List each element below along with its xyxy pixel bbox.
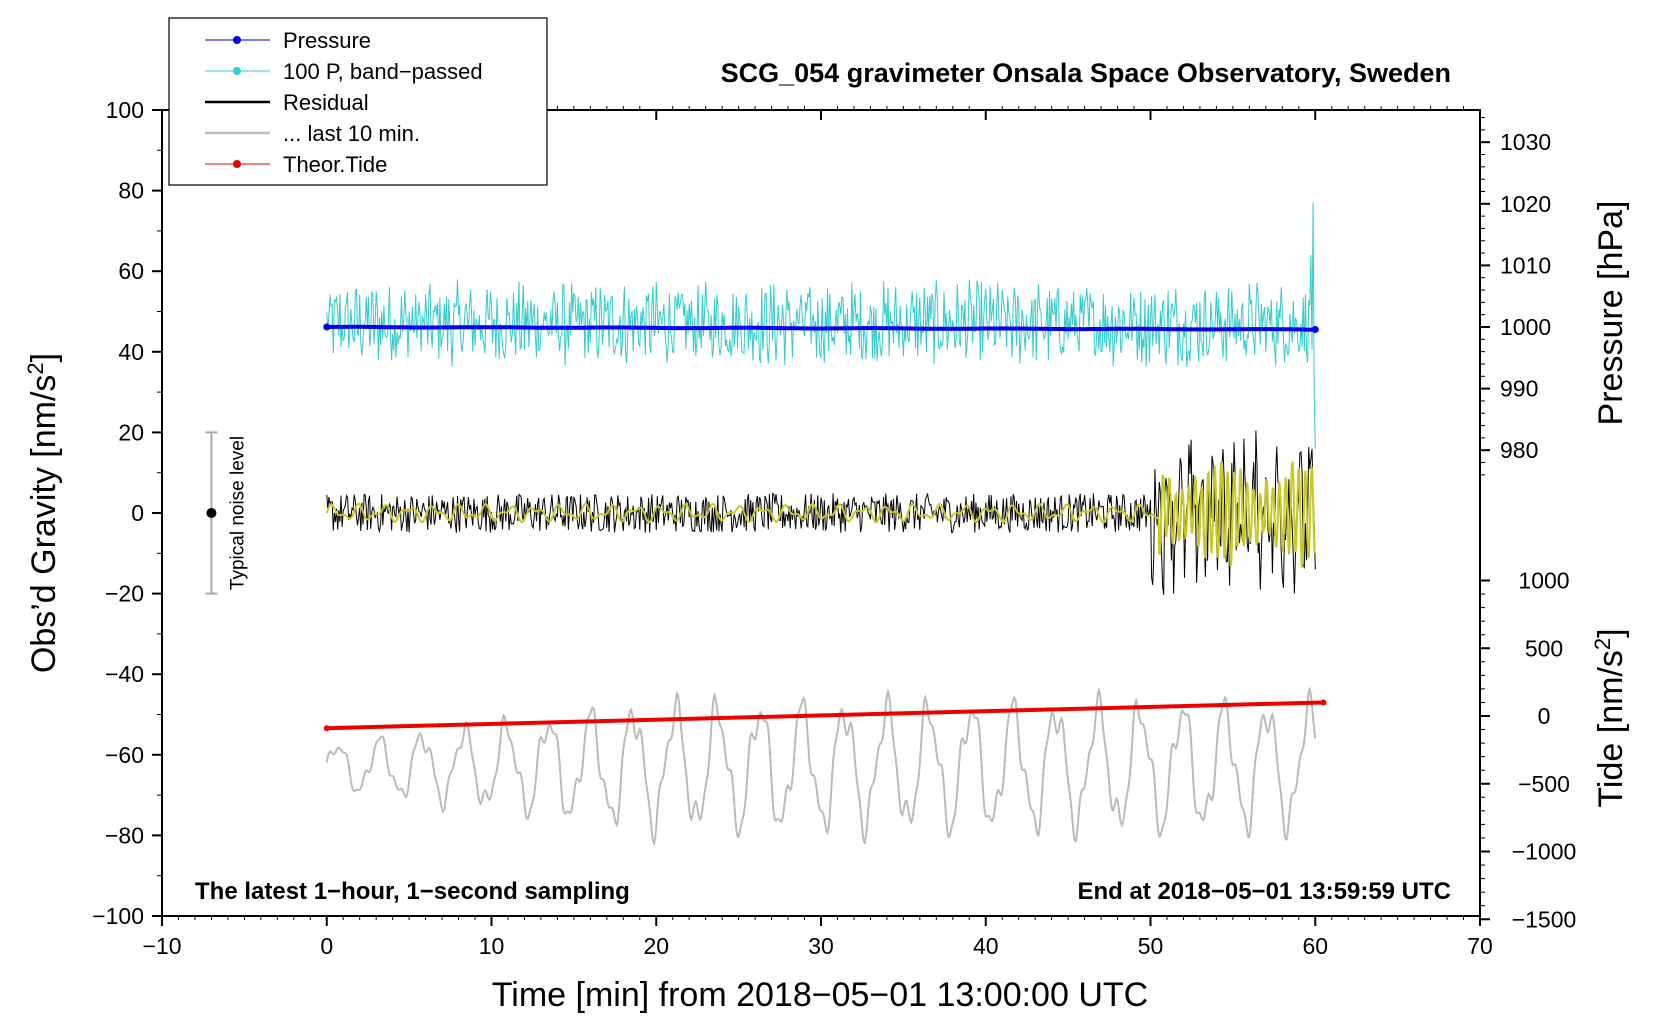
y-axis-pressure: 1030 1020 1010 1000 990 980	[1480, 117, 1551, 476]
series-filtered-line	[325, 460, 1317, 568]
x-tick-label: 60	[1302, 933, 1328, 959]
y-left-tick-label: 80	[118, 178, 144, 204]
y-tide-title-main: Tide [nm/s	[1592, 650, 1630, 807]
legend-label: Residual	[283, 90, 369, 115]
y-tide-tick-label: 1000	[1518, 568, 1569, 594]
y-axis-left: 100 80 60 40 20 0 −20 −40 −60 −80 −100	[92, 97, 162, 929]
chart-title: SCG_054 gravimeter Onsala Space Observat…	[721, 58, 1451, 88]
pressure-start-marker	[323, 323, 331, 331]
y-pressure-tick-label: 980	[1500, 437, 1538, 463]
x-tick-label: 50	[1138, 933, 1164, 959]
y-left-tick-label: −60	[105, 742, 144, 768]
y-pressure-tick-label: 990	[1500, 376, 1538, 402]
x-tick-label: 20	[643, 933, 669, 959]
legend-entries: Pressure 100 P, band−passed Residual ... la…	[205, 28, 483, 177]
y-left-tick-label: 40	[118, 339, 144, 365]
legend-swatch-marker	[233, 67, 241, 75]
y-left-title-sup: 2	[23, 362, 48, 374]
noise-dot	[206, 508, 217, 518]
y-tide-tick-label: −500	[1518, 771, 1570, 797]
x-tick-label: 70	[1467, 933, 1493, 959]
y-left-tick-label: 60	[118, 258, 144, 284]
y-tide-title-end: ]	[1592, 628, 1630, 637]
x-tick-label: 10	[479, 933, 505, 959]
y-tide-tick-label: 500	[1525, 635, 1563, 661]
series-last10-line	[325, 686, 1317, 847]
y-axis-left-title: Obs’d Gravity [nm/s2]	[23, 353, 63, 673]
series-residual-line	[326, 430, 1316, 595]
y-left-tick-label: −100	[92, 903, 144, 929]
y-tide-tick-label: 0	[1538, 703, 1551, 729]
y-tide-title-sup: 2	[1590, 638, 1615, 650]
y-axis-tide-title: Tide [nm/s2]	[1590, 628, 1630, 807]
y-left-tick-label: −20	[105, 581, 144, 607]
x-tick-label: 0	[320, 933, 333, 959]
y-pressure-tick-label: 1020	[1500, 191, 1551, 217]
annotation-end-time: End at 2018−05−01 13:59:59 UTC	[1077, 878, 1451, 905]
series-bandpassed-line	[326, 202, 1316, 449]
plot-area	[323, 202, 1327, 847]
x-axis-title: Time [min] from 2018−05−01 13:00:00 UTC	[492, 976, 1148, 1014]
noise-label: Typical noise level	[227, 436, 248, 590]
legend: Pressure 100 P, band−passed Residual ... la…	[168, 17, 548, 186]
legend-label: Theor.Tide	[283, 152, 387, 177]
legend-label: Pressure	[283, 28, 371, 53]
x-tick-label: 30	[808, 933, 834, 959]
noise-indicator: Typical noise level	[205, 431, 248, 595]
annotation-sampling: The latest 1−hour, 1−second sampling	[195, 878, 630, 905]
legend-label: 100 P, band−passed	[283, 59, 483, 84]
y-left-title-end: ]	[25, 353, 63, 362]
y-left-tick-label: 0	[131, 500, 144, 526]
y-pressure-tick-label: 1000	[1500, 314, 1551, 340]
y-tide-tick-label: −1000	[1512, 839, 1577, 865]
y-left-title-main: Obs’d Gravity [nm/s	[25, 375, 63, 674]
legend-label: ... last 10 min.	[283, 121, 420, 146]
tide-end-marker	[1320, 699, 1327, 706]
y-left-tick-label: −40	[105, 661, 144, 687]
y-axis-tide: 1000 500 0 −500 −1000 −1500	[1480, 568, 1577, 932]
legend-swatch-marker	[233, 160, 241, 168]
y-left-tick-label: 20	[118, 419, 144, 445]
y-left-tick-label: 100	[106, 97, 144, 123]
series-pressure-line	[326, 324, 1316, 332]
y-axis-pressure-title: Pressure [hPa]	[1592, 201, 1630, 426]
y-pressure-tick-label: 1010	[1500, 252, 1551, 278]
y-pressure-tick-label: 1030	[1500, 129, 1551, 155]
legend-swatch-marker	[233, 36, 241, 44]
y-left-tick-label: −80	[105, 822, 144, 848]
tide-start-marker	[323, 725, 330, 732]
series-tide-line	[326, 700, 1324, 731]
x-axis: −10 0 10 20 30 40 50 60 70	[142, 106, 1493, 959]
y-tide-tick-label: −1500	[1512, 906, 1577, 932]
x-tick-label: −10	[142, 933, 181, 959]
pressure-end-marker	[1311, 326, 1319, 333]
x-tick-label: 40	[973, 933, 999, 959]
